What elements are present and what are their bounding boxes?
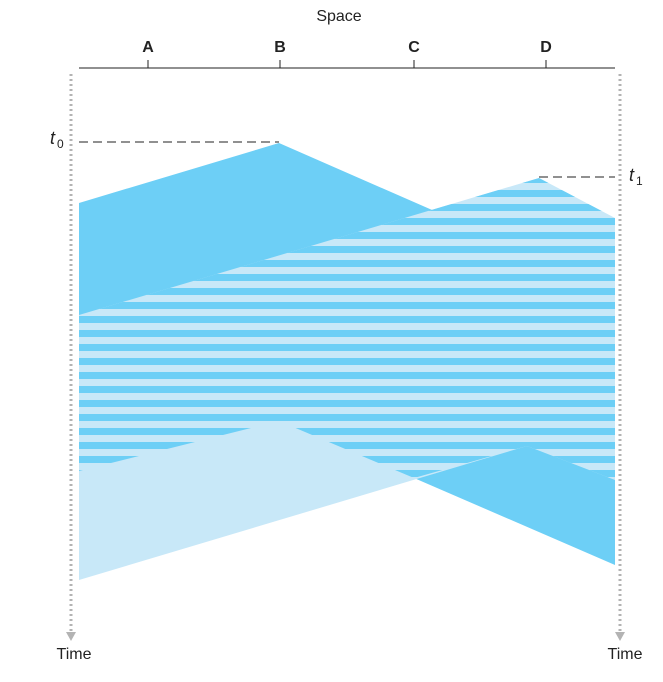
time-axis-left: [66, 74, 76, 641]
node-label-d: D: [540, 39, 552, 56]
time-arrow-right-icon: [615, 632, 625, 641]
space-axis: A B C D: [79, 39, 615, 69]
time-label-right: Time: [608, 646, 643, 663]
collision-stripe: [79, 414, 615, 421]
collision-stripe: [79, 372, 615, 379]
collision-stripe: [79, 316, 615, 323]
collision-stripe: [79, 302, 615, 309]
time-arrow-left-icon: [66, 632, 76, 641]
collision-stripe: [79, 344, 615, 351]
collision-stripe: [79, 246, 615, 253]
collision-stripe: [79, 288, 615, 295]
node-label-c: C: [408, 39, 420, 56]
collision-stripe: [79, 358, 615, 365]
collision-stripe: [79, 400, 615, 407]
collision-stripe: [79, 232, 615, 239]
time-label-left: Time: [57, 646, 92, 663]
collision-stripe: [79, 274, 615, 281]
node-label-a: A: [142, 39, 154, 56]
collision-stripe: [79, 442, 615, 449]
node-label-b: B: [274, 39, 286, 56]
collision-stripe: [79, 428, 615, 435]
collision-stripe: [79, 330, 615, 337]
space-axis-title: Space: [316, 8, 361, 25]
time-axis-right: [615, 74, 625, 641]
collision-stripe: [79, 260, 615, 267]
collision-stripe: [79, 386, 615, 393]
